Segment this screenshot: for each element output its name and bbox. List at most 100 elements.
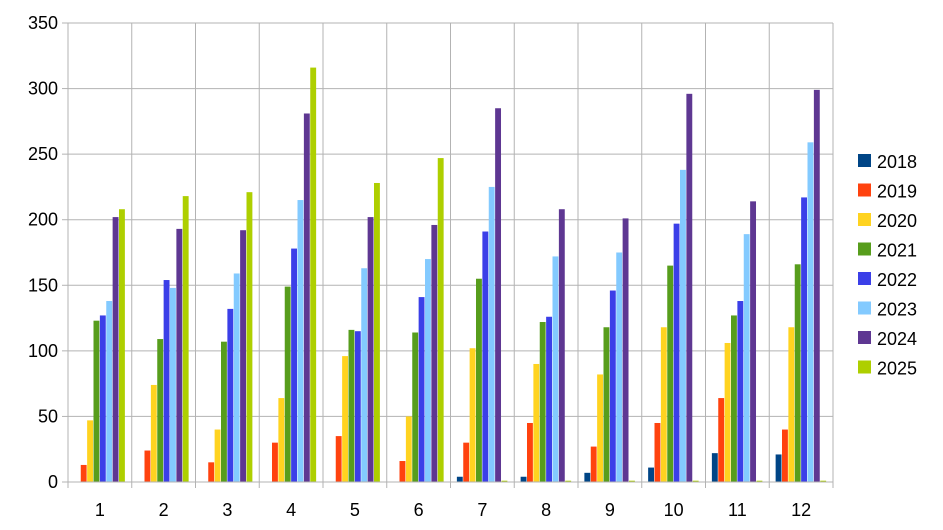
bar-2020-8 <box>533 363 540 482</box>
x-tick-label: 10 <box>664 500 684 520</box>
bar-2019-4 <box>272 442 278 482</box>
bar-2019-6 <box>399 461 406 482</box>
bar-2022-5 <box>354 331 361 482</box>
bar-2021-6 <box>412 332 419 482</box>
legend-label-2022: 2022 <box>877 270 917 290</box>
bar-2020-12 <box>788 327 795 482</box>
bar-2020-7 <box>469 348 476 482</box>
legend-swatch-2021 <box>858 242 871 256</box>
y-tick-label: 50 <box>38 406 58 426</box>
bar-2024-1 <box>112 217 119 482</box>
legend-label-2025: 2025 <box>877 359 917 379</box>
y-tick-label: 100 <box>28 341 58 361</box>
bar-2022-11 <box>737 301 744 482</box>
legend-swatch-2018 <box>858 154 871 167</box>
bar-2021-2 <box>157 339 164 482</box>
legend: 2018 2019 2020 2021 2022 2023 2024 2025 <box>858 152 917 379</box>
bar-2025-9 <box>629 480 635 482</box>
bar-2020-3 <box>214 429 221 482</box>
bar-2021-3 <box>221 341 227 482</box>
bar-2024-9 <box>622 218 629 482</box>
bar-2025-2 <box>182 196 189 483</box>
x-tick-label: 12 <box>791 500 811 520</box>
bar-2021-1 <box>93 320 100 482</box>
legend-label-2020: 2020 <box>877 211 917 231</box>
bar-2021-7 <box>476 278 482 482</box>
bar-2024-2 <box>176 228 183 482</box>
x-tick-label: 8 <box>541 500 551 520</box>
x-tick-label: 4 <box>286 500 296 520</box>
legend-swatch-2024 <box>858 331 871 344</box>
bar-2025-4 <box>310 67 317 482</box>
bar-2024-8 <box>558 209 565 482</box>
bar-2025-12 <box>820 480 827 482</box>
bar-2024-7 <box>495 108 502 483</box>
bar-2019-5 <box>335 436 342 482</box>
x-tick-label: 9 <box>605 500 615 520</box>
bar-2025-5 <box>374 182 380 483</box>
x-tick-label: 7 <box>477 500 487 520</box>
bar-2023-9 <box>616 252 623 482</box>
bar-2023-5 <box>361 268 368 482</box>
bar-2021-8 <box>539 322 546 482</box>
gridlines <box>67 22 834 488</box>
legend-label-2023: 2023 <box>877 300 917 320</box>
bar-2020-2 <box>150 384 157 482</box>
legend-swatch-2025 <box>858 360 871 374</box>
bar-2020-11 <box>724 342 731 482</box>
x-tick-label: 3 <box>222 500 232 520</box>
legend-label-2019: 2019 <box>877 182 917 202</box>
y-tick-label: 250 <box>28 144 58 164</box>
bar-2020-5 <box>342 356 349 482</box>
bar-2022-12 <box>801 197 808 483</box>
legend-swatch-2019 <box>858 183 871 197</box>
bar-2022-7 <box>482 231 489 482</box>
bar-2025-10 <box>692 480 699 482</box>
bar-2019-12 <box>782 429 788 482</box>
legend-label-2018: 2018 <box>877 152 917 172</box>
bar-2023-12 <box>807 142 814 482</box>
bar-2020-4 <box>278 398 285 482</box>
bar-2021-9 <box>603 327 610 482</box>
bar-2021-12 <box>794 264 801 482</box>
bar-2022-1 <box>99 315 106 482</box>
bar-2019-7 <box>463 442 470 482</box>
bar-2022-9 <box>609 290 616 482</box>
bar-2019-1 <box>80 464 87 482</box>
bar-2023-3 <box>233 273 240 482</box>
bar-2023-2 <box>170 287 176 482</box>
bars <box>80 67 827 483</box>
bar-2025-1 <box>119 209 125 482</box>
bar-2023-11 <box>743 234 750 482</box>
bar-2022-8 <box>546 316 553 482</box>
bar-2024-10 <box>686 93 693 482</box>
bar-2025-6 <box>437 158 444 482</box>
bar-2021-5 <box>348 329 355 482</box>
bar-2021-10 <box>667 265 674 482</box>
bar-2018-10 <box>648 467 655 482</box>
bar-2022-3 <box>227 308 234 482</box>
bar-2019-3 <box>208 462 215 482</box>
bar-2024-4 <box>303 113 310 483</box>
bar-2024-6 <box>431 224 438 482</box>
x-tick-label: 5 <box>350 500 360 520</box>
bar-2025-3 <box>246 192 253 483</box>
bar-2023-10 <box>680 169 686 482</box>
bar-2020-1 <box>87 420 94 482</box>
bar-2020-9 <box>597 374 604 482</box>
bar-2025-7 <box>501 480 508 482</box>
bar-2024-11 <box>750 201 757 482</box>
bar-2023-6 <box>425 259 431 482</box>
bar-2025-11 <box>756 480 763 482</box>
legend-swatch-2020 <box>858 213 871 226</box>
bar-2019-10 <box>654 422 661 482</box>
bar-2022-10 <box>673 223 680 482</box>
legend-label-2024: 2024 <box>877 329 917 349</box>
x-tick-label: 2 <box>159 500 169 520</box>
legend-label-2021: 2021 <box>877 241 917 261</box>
y-tick-label: 150 <box>28 275 58 295</box>
y-tick-label: 300 <box>28 79 58 99</box>
bar-2024-12 <box>813 89 820 482</box>
